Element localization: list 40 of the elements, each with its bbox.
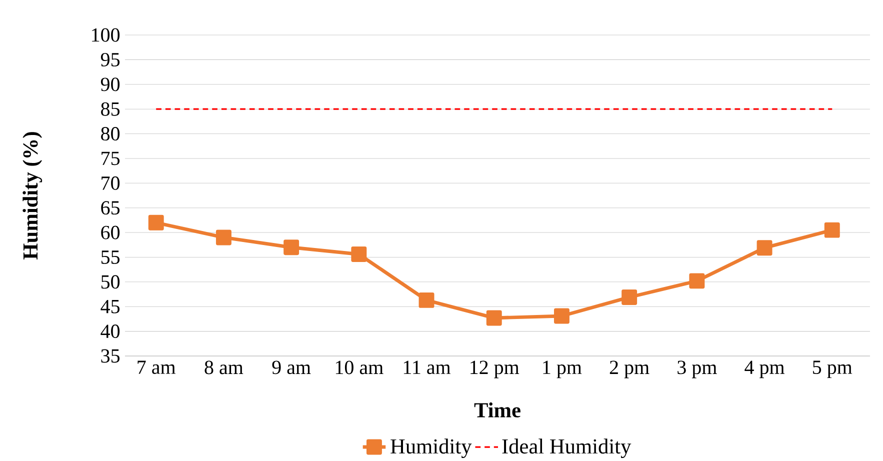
- y-tick-label: 65: [101, 201, 120, 215]
- point: [756, 240, 772, 256]
- x-tick-label: 3 pm: [678, 360, 717, 378]
- point: [622, 289, 638, 305]
- x-tick-label: 4 pm: [744, 360, 784, 378]
- y-tick-label: 75: [102, 152, 120, 166]
- point: [148, 214, 164, 230]
- x-tick-label: 10 am: [336, 360, 384, 374]
- x-tick-label: 8 am: [204, 360, 244, 374]
- y-tick-label: 50: [101, 275, 120, 289]
- x-tick-label: 5 pm: [813, 360, 852, 378]
- y-tick-label: 55: [101, 250, 120, 264]
- point: [824, 222, 840, 238]
- x-tick-label: 7 am: [138, 360, 176, 374]
- point: [486, 310, 502, 326]
- point: [554, 308, 570, 324]
- y-tick-label: 85: [101, 102, 120, 116]
- y-tick-label: 40: [100, 324, 120, 338]
- y-tick-label: 95: [100, 52, 120, 66]
- x-tick-label: 12 pm: [470, 360, 520, 378]
- point: [689, 273, 705, 289]
- legend-label: Humidity: [390, 438, 472, 458]
- x-axis-title: Time: [474, 402, 520, 418]
- x-tick-label: 1 pm: [543, 360, 582, 378]
- x-tick-label: 11 am: [404, 360, 451, 374]
- y-tick-label: 45: [100, 300, 120, 314]
- y-tick-label: 90: [100, 78, 120, 92]
- y-tick-label: 80: [101, 127, 120, 141]
- x-tick-label: 9 am: [272, 360, 311, 374]
- point: [284, 240, 300, 256]
- y-tick-label: 70: [102, 176, 120, 190]
- y-tick-label: 60: [101, 226, 120, 240]
- y-axis-title: Humidity (%): [22, 132, 42, 260]
- point: [418, 292, 434, 308]
- point: [351, 246, 367, 262]
- legend-label: Ideal Humidity: [502, 438, 632, 458]
- y-tick-label: 35: [101, 349, 120, 363]
- y-tick-label: 100: [92, 28, 120, 42]
- point: [216, 230, 232, 246]
- x-tick-label: 2 pm: [610, 360, 650, 378]
